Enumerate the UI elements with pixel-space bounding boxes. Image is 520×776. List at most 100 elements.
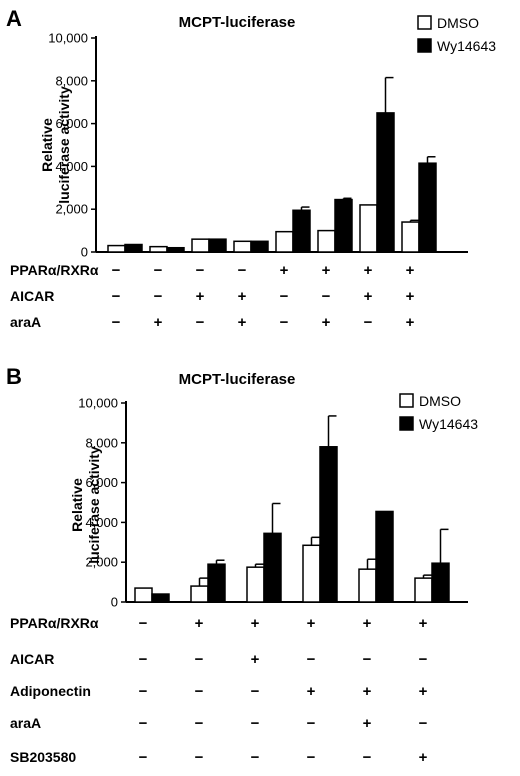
condition-sign: +: [195, 615, 204, 632]
condition-sign: −: [364, 314, 373, 331]
y-axis-label: Relativeluciferase activity: [69, 446, 102, 564]
legend-swatch: [417, 38, 432, 53]
condition-sign: −: [195, 683, 204, 700]
condition-sign: −: [419, 651, 428, 668]
condition-sign: −: [238, 262, 247, 279]
condition-sign: −: [139, 715, 148, 732]
condition-sign: −: [195, 749, 204, 766]
condition-sign: +: [406, 314, 415, 331]
condition-sign: −: [307, 651, 316, 668]
bar-dmso: [275, 230, 294, 253]
legend-label: DMSO: [419, 393, 461, 409]
condition-sign: +: [406, 288, 415, 305]
panel-letter: B: [6, 364, 22, 389]
condition-sign: −: [363, 651, 372, 668]
condition-sign: +: [251, 651, 260, 668]
condition-sign: −: [196, 314, 205, 331]
bar-wy14643: [376, 112, 395, 253]
condition-label: SB203580: [10, 749, 76, 765]
y-tick-label: 10,000: [78, 396, 118, 411]
bar-wy14643: [207, 563, 226, 603]
condition-sign: −: [139, 683, 148, 700]
legend: DMSO Wy14643: [417, 15, 496, 54]
condition-label: AICAR: [10, 651, 54, 667]
condition-sign: +: [363, 715, 372, 732]
condition-sign: −: [280, 314, 289, 331]
condition-label: Adiponectin: [10, 683, 91, 699]
condition-sign: +: [406, 262, 415, 279]
condition-label: araA: [10, 715, 41, 731]
bar-wy14643: [319, 446, 338, 603]
condition-sign: +: [280, 262, 289, 279]
bar-dmso: [302, 544, 321, 603]
condition-label: AICAR: [10, 288, 54, 304]
condition-sign: −: [307, 749, 316, 766]
bar-dmso: [191, 238, 210, 253]
panel-b: B MCPT-luciferase 0 2,000 4,000 6,000 8,000 10,…: [6, 364, 478, 766]
bar-wy14643: [166, 246, 185, 253]
bar-wy14643: [151, 593, 170, 603]
bar-dmso: [246, 566, 265, 603]
bar-dmso: [233, 240, 252, 253]
bar-wy14643: [431, 562, 450, 603]
condition-sign: −: [112, 262, 121, 279]
condition-sign: −: [112, 314, 121, 331]
condition-label: PPARα/RXRα: [10, 262, 99, 278]
y-tick-label: 0: [81, 245, 88, 260]
condition-sign: −: [251, 683, 260, 700]
panel-letter: A: [6, 6, 22, 31]
y-tick-label: 6,000: [85, 475, 118, 490]
condition-sign: +: [419, 615, 428, 632]
y-tick-label: 6,000: [55, 116, 88, 131]
condition-sign: −: [139, 615, 148, 632]
bar-wy14643: [124, 243, 143, 253]
y-tick-label: 2,000: [85, 555, 118, 570]
legend-swatch: [417, 15, 432, 30]
bar-dmso: [358, 568, 377, 603]
condition-sign: −: [139, 749, 148, 766]
bar-dmso: [190, 585, 209, 603]
y-tick-label: 4,000: [85, 515, 118, 530]
condition-sign: −: [195, 715, 204, 732]
y-tick-label: 2,000: [55, 202, 88, 217]
bar-wy14643: [418, 162, 437, 253]
condition-sign: −: [154, 288, 163, 305]
bar-dmso: [359, 204, 378, 253]
chart-title: MCPT-luciferase: [179, 371, 296, 388]
y-axis-label-line: Relative: [39, 118, 55, 172]
legend-swatch: [399, 393, 414, 408]
y-tick-label: 8,000: [85, 435, 118, 450]
condition-sign: −: [419, 715, 428, 732]
bar-dmso: [401, 221, 420, 253]
y-tick-label: 4,000: [55, 159, 88, 174]
condition-sign: −: [112, 288, 121, 305]
condition-sign: +: [251, 615, 260, 632]
condition-sign: +: [238, 314, 247, 331]
bar-wy14643: [250, 240, 269, 253]
bar-dmso: [134, 587, 153, 603]
legend-label: DMSO: [437, 15, 479, 31]
y-tick-label: 0: [111, 595, 118, 610]
bar-dmso: [107, 244, 126, 253]
condition-sign: +: [363, 615, 372, 632]
condition-sign: −: [139, 651, 148, 668]
condition-sign: +: [364, 262, 373, 279]
bar-wy14643: [208, 238, 227, 253]
y-axis-label-line: luciferase activity: [56, 86, 72, 204]
panel-a: A MCPT-luciferase 0 2,000 4,000 6,000 8,000 10,…: [6, 6, 496, 331]
condition-sign: +: [364, 288, 373, 305]
condition-sign: +: [322, 262, 331, 279]
condition-sign: +: [363, 683, 372, 700]
bar-dmso: [414, 577, 433, 603]
bar-wy14643: [263, 532, 282, 603]
legend-label: Wy14643: [419, 416, 478, 432]
condition-sign: −: [307, 715, 316, 732]
legend-swatch: [399, 416, 414, 431]
condition-sign: −: [251, 715, 260, 732]
condition-sign: +: [238, 288, 247, 305]
bar-dmso: [317, 229, 336, 253]
condition-sign: −: [196, 262, 205, 279]
condition-sign: −: [363, 749, 372, 766]
y-axis-label-line: luciferase activity: [86, 446, 102, 564]
